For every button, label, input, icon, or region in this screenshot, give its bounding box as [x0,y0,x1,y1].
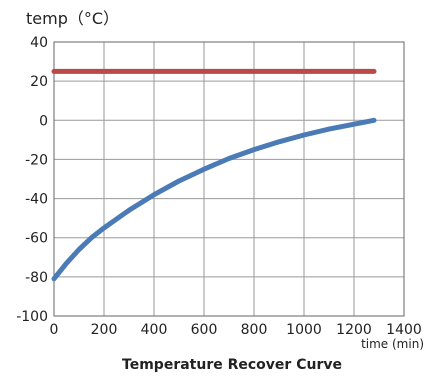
series-line-2 [51,117,377,282]
y-tick-label: -40 [25,192,48,208]
x-tick-label: 800 [241,322,268,338]
y-tick-label: 40 [30,35,48,51]
series-layer [51,68,377,282]
x-tick-label: 600 [191,322,218,338]
x-tick-label: 1000 [286,322,322,338]
y-tick-label: -100 [16,309,48,325]
grid [53,41,405,317]
x-axis-label: time (min) [361,337,424,351]
y-axis-label: temp（°C） [26,9,119,28]
x-tick-label: 200 [91,322,118,338]
y-tick-label: -80 [25,270,48,286]
x-tick-label: 1200 [336,322,372,338]
x-tick-label: 0 [50,322,59,338]
y-tick-labels: 40 20 0 -20 -40 -60 -80 -100 [16,35,48,325]
y-tick-label: 20 [30,74,48,90]
y-tick-label: -20 [25,152,48,168]
y-tick-label: -60 [25,231,48,247]
x-tick-labels: 0 200 400 600 800 1000 1200 1400 [50,322,422,338]
chart-title: Temperature Recover Curve [122,357,342,373]
x-tick-label: 400 [141,322,168,338]
plot-frame [53,41,405,317]
x-tick-label: 1400 [386,322,422,338]
y-tick-label: 0 [39,113,48,129]
